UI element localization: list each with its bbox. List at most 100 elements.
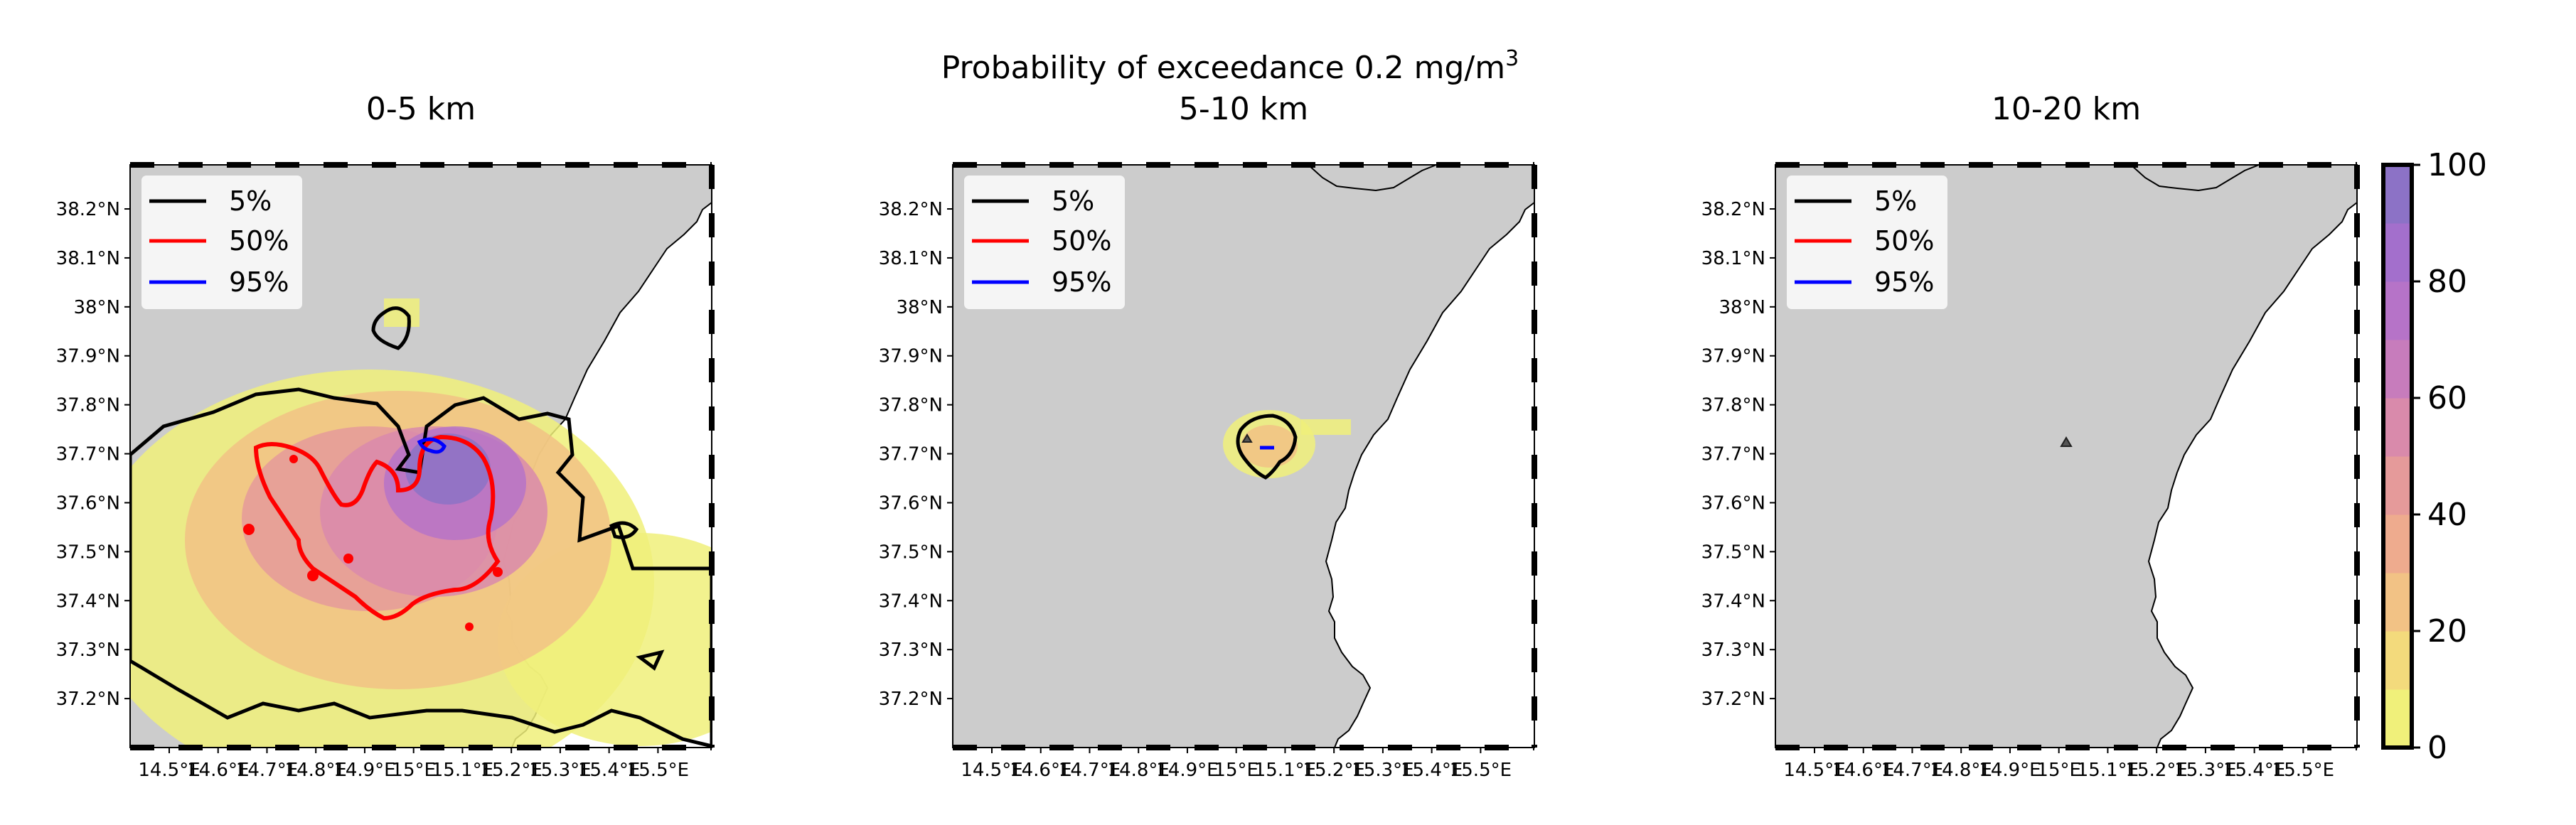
y-tick-label: 37.9°N <box>56 346 120 367</box>
colorbar-segment <box>2383 456 2412 515</box>
figure-title-superscript: 3 <box>1505 46 1519 71</box>
y-tick-label: 37.4°N <box>56 591 120 612</box>
x-tick-label: 14.8°E <box>1108 760 1170 781</box>
x-tick-label: 14.6°E <box>187 760 249 781</box>
contour-5-percent-east <box>609 521 665 671</box>
land-calabria-coast <box>2130 165 2260 192</box>
land-calabria-coast <box>1308 165 1437 192</box>
y-tick-label: 37.7°N <box>56 444 120 465</box>
y-tick-label: 38.1°N <box>879 248 943 269</box>
colorbar-segment <box>2383 223 2412 282</box>
y-tick-label: 38.2°N <box>56 199 120 220</box>
contour-95-percent <box>417 437 447 454</box>
contour-50-percent <box>253 434 501 621</box>
x-tick-label: 15.5°E <box>2272 760 2334 781</box>
legend-box <box>140 174 304 311</box>
colorbar-segment <box>2383 281 2412 340</box>
y-tick-label: 37.9°N <box>1701 346 1765 367</box>
x-axis-ticks: 14.5°E14.6°E14.7°E14.8°E14.9°E15°E15.1°E… <box>961 748 1512 781</box>
y-tick-label: 37.6°N <box>56 492 120 514</box>
x-tick-label: 15.3°E <box>1352 760 1413 781</box>
contour-5-percent <box>1236 414 1298 480</box>
x-tick-label: 14.7°E <box>1059 760 1121 781</box>
x-tick-label: 14.9°E <box>1979 760 2041 781</box>
y-tick-label: 37.3°N <box>879 640 943 661</box>
y-axis-ticks: 38.2°N 38.1°N 38°N 37.9°N 37.8°N 37.7°N 37.6°N… <box>56 199 130 710</box>
y-tick-label: 37.5°N <box>56 541 120 563</box>
x-tick-label: 15.2°E <box>2126 760 2188 781</box>
y-tick-label: 37.8°N <box>1701 395 1765 416</box>
x-tick-label: 14.8°E <box>1930 760 1992 781</box>
x-tick-label: 15°E <box>2036 760 2081 781</box>
x-tick-label: 15.1°E <box>432 760 493 781</box>
legend-entry: 50% <box>229 225 289 257</box>
colorbar-frame <box>2381 163 2414 750</box>
legend-entry: 95% <box>1052 266 1111 298</box>
map-border <box>953 162 1537 750</box>
y-tick-label: 37.8°N <box>879 395 943 416</box>
colorbar-tick-label: 100 <box>2427 147 2487 183</box>
y-tick-label: 37.2°N <box>1701 689 1765 710</box>
x-tick-label: 14.6°E <box>1832 760 1894 781</box>
panel-0-5km: 0-5 km <box>56 91 715 781</box>
y-tick-label: 38.2°N <box>1701 199 1765 220</box>
y-tick-label: 37.5°N <box>879 541 943 563</box>
x-tick-label: 15.3°E <box>2174 760 2236 781</box>
contour-5-percent <box>130 387 712 748</box>
y-tick-label: 38°N <box>73 297 120 318</box>
x-tick-label: 15.3°E <box>529 760 591 781</box>
colorbar-tick-label: 60 <box>2427 380 2467 416</box>
triangle-icon <box>2060 436 2073 447</box>
x-tick-label: 14.8°E <box>285 760 347 781</box>
x-tick-label: 15.4°E <box>2223 760 2285 781</box>
y-tick-label: 37.7°N <box>879 444 943 465</box>
y-tick-label: 37.2°N <box>879 689 943 710</box>
x-tick-label: 15.2°E <box>481 760 543 781</box>
x-tick-label: 14.5°E <box>138 760 200 781</box>
x-tick-label: 15.1°E <box>2077 760 2139 781</box>
y-tick-label: 37.7°N <box>1701 444 1765 465</box>
panel-5-10km: 5-10 km 5% 50% 95% <box>879 91 1537 781</box>
x-tick-label: 14.9°E <box>1156 760 1218 781</box>
y-tick-label: 37.9°N <box>879 346 943 367</box>
legend-entry: 95% <box>229 266 289 298</box>
panel-title: 0-5 km <box>366 91 476 127</box>
x-tick-label: 14.5°E <box>1783 760 1845 781</box>
colorbar-segment <box>2383 340 2412 399</box>
colorbar-segment <box>2383 631 2412 690</box>
y-tick-label: 37.6°N <box>1701 492 1765 514</box>
colorbar-segment <box>2383 165 2412 224</box>
colorbar: 0 20 40 60 80 100 <box>2381 147 2487 766</box>
y-tick-label: 37.5°N <box>1701 541 1765 563</box>
y-tick-label: 38°N <box>896 297 943 318</box>
x-tick-label: 14.9°E <box>333 760 395 781</box>
map-border <box>1775 162 2360 750</box>
y-tick-label: 37.6°N <box>879 492 943 514</box>
legend: 5% 50% 95% <box>1785 174 1949 311</box>
contour-50-percent-spots <box>243 455 503 631</box>
legend-box <box>1785 174 1949 311</box>
colorbar-segment <box>2383 514 2412 573</box>
x-axis-ticks: 14.5°E14.6°E14.7°E14.8°E14.9°E15°E15.1°E… <box>1783 748 2334 781</box>
colorbar-segment <box>2383 398 2412 457</box>
colorbar-segment <box>2383 573 2412 632</box>
y-tick-label: 37.3°N <box>56 640 120 661</box>
x-tick-label: 15.1°E <box>1254 760 1316 781</box>
legend: 5% 50% 95% <box>963 174 1126 311</box>
y-tick-label: 37.4°N <box>1701 591 1765 612</box>
legend-entry: 5% <box>229 185 272 217</box>
legend-entry: 50% <box>1052 225 1111 257</box>
x-tick-label: 15.4°E <box>578 760 640 781</box>
y-tick-label: 38°N <box>1719 297 1765 318</box>
triangle-icon <box>1241 433 1253 443</box>
x-tick-label: 15°E <box>1214 760 1258 781</box>
colorbar-tick-label: 0 <box>2427 730 2447 766</box>
y-tick-label: 38.2°N <box>879 199 943 220</box>
x-tick-label: 14.7°E <box>1881 760 1943 781</box>
panel-title: 5-10 km <box>1179 91 1308 127</box>
x-tick-label: 15.4°E <box>1401 760 1463 781</box>
y-axis-ticks: 38.2°N 38.1°N 38°N 37.9°N 37.8°N 37.7°N 37.6°N… <box>1701 199 1775 710</box>
panel-title: 10-20 km <box>1992 91 2141 127</box>
legend-entry: 50% <box>1874 225 1934 257</box>
